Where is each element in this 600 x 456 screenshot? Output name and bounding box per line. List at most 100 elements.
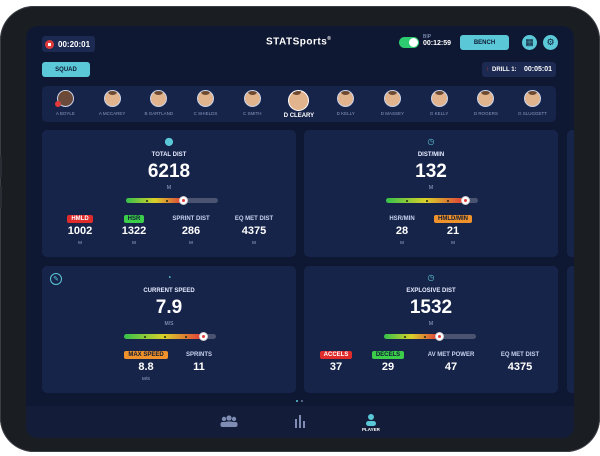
hmld-badge: HMLD [67, 215, 93, 223]
player-item[interactable]: G SLUGGETT [511, 90, 555, 116]
drill-label: DRILL 1: [492, 66, 517, 73]
card-title: EXPLOSIVE DIST [406, 288, 456, 294]
player-item[interactable]: C SHIELDS [184, 90, 228, 116]
intensity-gauge [126, 196, 218, 205]
gear-icon[interactable]: ⚙ [543, 35, 558, 50]
page-indicator [296, 400, 303, 402]
squad-button[interactable]: SQUAD [42, 62, 90, 77]
player-item[interactable]: C SMITH [230, 90, 274, 116]
player-item[interactable]: G KELLY [417, 90, 461, 116]
player-item[interactable]: D KELLY [324, 90, 368, 116]
gauge-marker [179, 196, 189, 205]
player-name: D MASSEY [380, 111, 405, 116]
avatar [243, 90, 261, 107]
bip-label: BIP [423, 34, 432, 40]
next-card-peek[interactable] [567, 130, 574, 257]
volume-button [0, 156, 2, 178]
next-card-peek[interactable] [567, 266, 574, 393]
avatar [430, 90, 448, 107]
card-title: DIST/MIN [417, 152, 445, 158]
status-dot-icon [55, 101, 62, 107]
accels-metric: ACCELS 37 [306, 350, 366, 373]
bench-button[interactable]: BENCH [460, 35, 509, 50]
card-value: 1532 [409, 297, 453, 318]
card-value: 6218 [147, 161, 191, 182]
player-name: D ROGERS [473, 111, 498, 116]
card-unit: M [428, 321, 434, 327]
hsr-metric: HSR 1322 M [104, 214, 164, 245]
player-item[interactable]: D ROGERS [464, 90, 508, 116]
metric-value: 8.8 [138, 361, 154, 373]
metric-unit: M [78, 240, 82, 245]
max-speed-metric: MAX SPEED 8.8 M/S [116, 350, 176, 381]
card-unit: M [166, 185, 172, 191]
metric-value: 37 [329, 361, 343, 373]
player-item[interactable]: B GARTLAND [137, 90, 181, 116]
gauge-tick [406, 199, 409, 202]
bip-timer: BIP 00:12:59 [423, 34, 451, 47]
metric-label: SPRINT DIST [172, 216, 210, 222]
metric-value: 47 [444, 361, 458, 373]
metric-value: 28 [395, 225, 409, 237]
total-dist-card[interactable]: ⬤ TOTAL DIST 6218 M HMLD 1002 M HSR 1322… [42, 130, 296, 257]
player-name: C SMITH [242, 111, 262, 116]
player-strip: A BOYLE A MCCAREY B GARTLAND C SHIELDS C… [42, 86, 556, 122]
hmld-min-badge: HMLD/MIN [434, 215, 472, 223]
gauge-fill [386, 198, 466, 203]
metric-unit: M [252, 240, 256, 245]
gauge-marker [434, 332, 444, 341]
avatar [477, 90, 495, 107]
drill-timer[interactable]: ↑ DRILL 1: 00:05:01 [482, 62, 556, 77]
card-value: 7.9 [155, 297, 183, 318]
gauge-fill [384, 334, 440, 339]
stop-record-icon [45, 39, 54, 49]
avatar [383, 90, 401, 107]
player-name: A BOYLE [55, 111, 75, 116]
current-speed-card[interactable]: ✎ ◔ CURRENT SPEED 7.9 M/S MAX SPEED 8.8 … [42, 266, 296, 393]
metric-label: EQ MET DIST [234, 216, 274, 222]
sprints-metric: SPRINTS 11 [169, 350, 229, 373]
edit-icon[interactable]: ✎ [50, 273, 62, 285]
metric-value: 1322 [121, 225, 147, 237]
card-unit: M/S [164, 321, 174, 327]
player-tab-label: PLAYER [362, 427, 380, 432]
dist-per-min-card[interactable]: ◷ DIST/MIN 132 M HSR/MIN 28 M HMLD/MIN 2… [304, 130, 558, 257]
gauge-fill [124, 334, 204, 339]
team-tab[interactable] [219, 415, 239, 427]
metric-unit: M [400, 240, 404, 245]
explosive-dist-card[interactable]: ◷ EXPLOSIVE DIST 1532 M ACCELS 37 DECELS… [304, 266, 558, 393]
decels-badge: DECELS [371, 351, 405, 359]
intensity-gauge [384, 332, 476, 341]
stats-tab[interactable] [294, 414, 306, 428]
card-title: CURRENT SPEED [143, 288, 195, 294]
bar-chart-icon [295, 415, 305, 428]
player-name: A MCCAREY [98, 111, 126, 116]
metric-value: 1002 [67, 225, 93, 237]
gauge-tick [164, 335, 167, 338]
player-item-selected[interactable]: D CLEARY [277, 90, 321, 119]
top-bar: 00:20:01 STATSports® BIP 00:12:59 BENCH … [26, 26, 574, 60]
intensity-gauge [124, 332, 216, 341]
player-name: G SLUGGETT [518, 111, 548, 116]
player-name: B GARTLAND [144, 111, 174, 116]
avatar [150, 90, 168, 107]
calculator-icon[interactable]: ▦ [522, 35, 537, 50]
player-item[interactable]: A MCCAREY [90, 90, 134, 116]
player-item[interactable]: D MASSEY [370, 90, 414, 116]
volume-button [0, 186, 2, 208]
avatar [103, 90, 121, 107]
bip-toggle[interactable] [399, 37, 419, 48]
gauge-tick [146, 199, 149, 202]
app-screen: 00:20:01 STATSports® BIP 00:12:59 BENCH … [26, 26, 574, 438]
gauge-marker [460, 196, 470, 205]
statsports-logo: STATSports® [266, 36, 332, 48]
avatar [197, 90, 215, 107]
team-icon [220, 415, 238, 427]
session-timer[interactable]: 00:20:01 [42, 36, 96, 52]
player-tab[interactable]: PLAYER [362, 413, 380, 432]
gauge-tick [446, 199, 449, 202]
card-value: 132 [415, 161, 447, 182]
sprint-dist-metric: SPRINT DIST 286 M [161, 214, 221, 245]
gauge-fill [126, 198, 184, 203]
player-item[interactable]: A BOYLE [43, 90, 87, 116]
